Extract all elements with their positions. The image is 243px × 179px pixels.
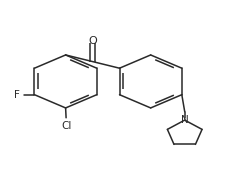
Text: N: N (181, 115, 189, 125)
Text: O: O (88, 36, 97, 46)
Text: Cl: Cl (61, 121, 71, 131)
Text: F: F (14, 90, 19, 100)
